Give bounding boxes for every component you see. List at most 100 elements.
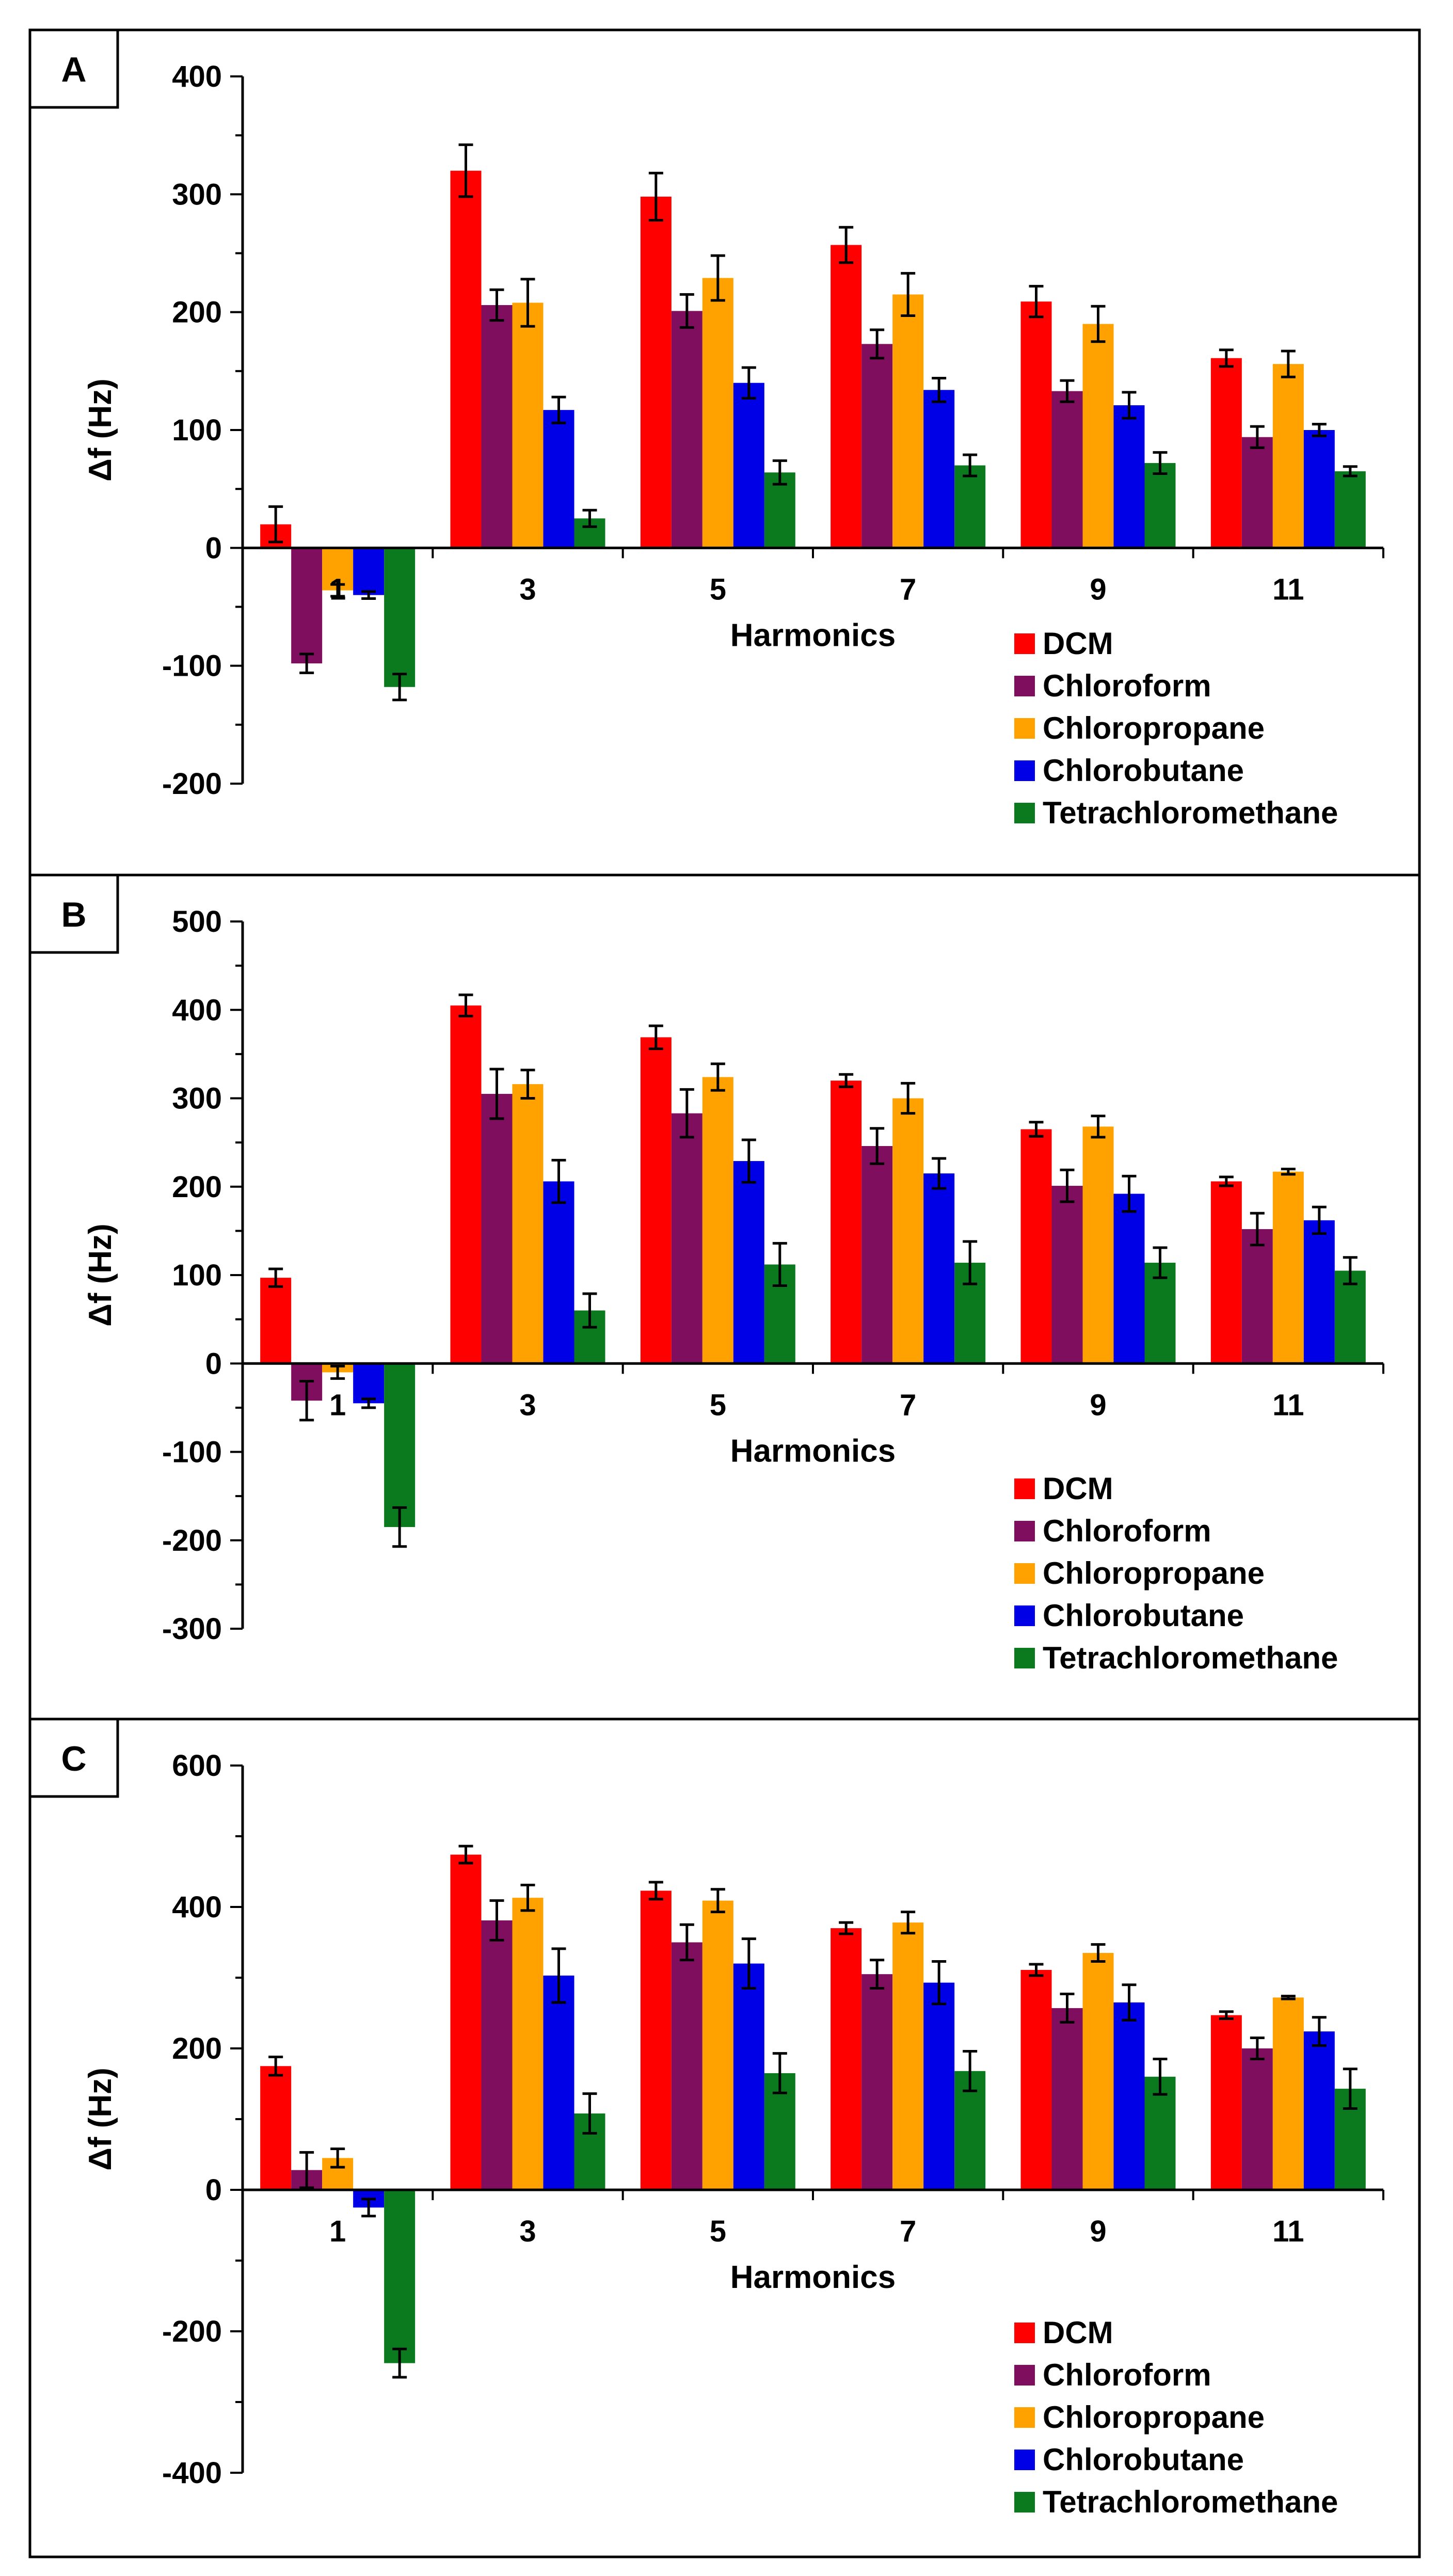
y-tick-label: 600 xyxy=(172,1749,222,1783)
legend-swatch-dcm xyxy=(1014,633,1035,654)
legend-label-chlorobutane: Chlorobutane xyxy=(1043,1598,1244,1633)
panel-c: C -400 -200 0 200 400 600 1 3 5 7 9 11 Harmonics Δf (H… xyxy=(28,1718,1419,2519)
legend-label-chloropropane: Chloropropane xyxy=(1043,1556,1265,1591)
bar-tetrachloromethane-h9 xyxy=(1144,1263,1176,1364)
legend-swatch-chloroform xyxy=(1014,2365,1035,2386)
bar-chloroform-h11 xyxy=(1241,1229,1273,1364)
x-axis-title: Harmonics xyxy=(730,617,896,653)
bar-chlorobutane-h3 xyxy=(543,1181,574,1364)
y-tick-label: -300 xyxy=(162,1612,222,1646)
panel-a: A -200 -100 0 100 200 300 400 1 3 5 7 9 11 Harmonics Δf… xyxy=(28,28,1384,830)
legend-swatch-dcm xyxy=(1014,2323,1035,2343)
y-tick-label: 100 xyxy=(172,1259,222,1292)
x-tick-label: 11 xyxy=(1272,2215,1304,2248)
x-tick-label: 5 xyxy=(710,1388,726,1422)
bar-dcm-h7 xyxy=(831,1928,862,2190)
legend-label-dcm: DCM xyxy=(1043,626,1113,661)
bar-dcm-h5 xyxy=(640,1890,672,2190)
x-tick-label: 9 xyxy=(1090,1388,1106,1422)
legend-swatch-dcm xyxy=(1014,1478,1035,1499)
legend-label-chloroform: Chloroform xyxy=(1043,669,1211,703)
legend: DCM Chloroform Chloropropane Chlorobutane Te… xyxy=(1014,1471,1338,1675)
bar-chloroform-h5 xyxy=(671,1113,702,1364)
y-tick-label: -100 xyxy=(162,1436,222,1469)
bar-dcm-h5 xyxy=(640,196,672,548)
bar-chloroform-h7 xyxy=(861,1974,893,2190)
y-axis-title: Δf (Hz) xyxy=(83,378,118,482)
bar-dcm-h3 xyxy=(450,1005,482,1364)
legend-swatch-chloroform xyxy=(1014,1521,1035,1541)
bar-chloropropane-h5 xyxy=(702,1900,733,2190)
bar-dcm-h3 xyxy=(450,170,482,548)
x-tick-label: 3 xyxy=(519,1388,536,1422)
legend-swatch-chlorobutane xyxy=(1014,760,1035,781)
bar-chloropropane-h5 xyxy=(702,278,733,548)
bar-chlorobutane-h7 xyxy=(923,1982,955,2190)
y-tick-label: 200 xyxy=(172,2032,222,2065)
legend-label-dcm: DCM xyxy=(1043,2315,1113,2350)
bar-tetrachloromethane-h7 xyxy=(954,465,986,548)
legend-swatch-tetrachloromethane xyxy=(1014,2492,1035,2513)
y-tick-label: 300 xyxy=(172,1082,222,1116)
bar-chloroform-h1 xyxy=(291,548,323,664)
bar-dcm-h11 xyxy=(1210,2015,1242,2190)
legend-label-chloroform: Chloroform xyxy=(1043,1514,1211,1548)
legend: DCM Chloroform Chloropropane Chlorobutane Te… xyxy=(1014,2315,1338,2519)
legend-swatch-chloropropane xyxy=(1014,718,1035,739)
bar-chlorobutane-h9 xyxy=(1113,1194,1145,1364)
bar-dcm-h5 xyxy=(640,1037,672,1364)
legend-label-chlorobutane: Chlorobutane xyxy=(1043,753,1244,788)
y-tick-label: 400 xyxy=(172,993,222,1027)
bar-chlorobutane-h5 xyxy=(733,383,764,548)
y-axis-title: Δf (Hz) xyxy=(83,1223,118,1327)
bar-chloroform-h11 xyxy=(1241,2048,1273,2190)
y-tick-label: -200 xyxy=(162,2315,222,2348)
bar-chloropropane-h9 xyxy=(1082,1126,1114,1364)
bar-chlorobutane-h9 xyxy=(1113,2002,1145,2190)
bar-chlorobutane-h9 xyxy=(1113,405,1145,548)
bar-chlorobutane-h3 xyxy=(543,410,574,548)
x-tick-label: 1 xyxy=(329,1388,346,1422)
x-tick-label: 1 xyxy=(329,2215,346,2248)
bar-chloroform-h3 xyxy=(481,1920,513,2190)
bar-chloropropane-h7 xyxy=(892,1922,924,2190)
legend-label-tetrachloromethane: Tetrachloromethane xyxy=(1043,1641,1338,1675)
legend-swatch-chlorobutane xyxy=(1014,1605,1035,1626)
y-tick-label: 300 xyxy=(172,178,222,211)
x-axis-title: Harmonics xyxy=(730,1433,896,1469)
x-tick-label: 7 xyxy=(900,573,916,606)
legend-label-tetrachloromethane: Tetrachloromethane xyxy=(1043,796,1338,830)
legend-label-dcm: DCM xyxy=(1043,1471,1113,1506)
legend-label-tetrachloromethane: Tetrachloromethane xyxy=(1043,2485,1338,2519)
x-tick-label: 7 xyxy=(900,1388,916,1422)
panel-label-box xyxy=(28,873,119,954)
bar-dcm-h9 xyxy=(1020,1129,1052,1364)
bar-tetrachloromethane-h11 xyxy=(1334,471,1366,548)
bar-chlorobutane-h11 xyxy=(1303,430,1335,548)
y-tick-label: 0 xyxy=(205,531,222,565)
bar-tetrachloromethane-h1 xyxy=(384,548,416,687)
y-tick-label: 200 xyxy=(172,296,222,329)
y-tick-label: 400 xyxy=(172,60,222,93)
legend-swatch-chlorobutane xyxy=(1014,2450,1035,2470)
panel-label-box xyxy=(28,28,119,109)
bar-chloropropane-h9 xyxy=(1082,1953,1114,2190)
x-tick-label: 9 xyxy=(1090,2215,1106,2248)
y-tick-label: 100 xyxy=(172,414,222,447)
bar-chloropropane-h11 xyxy=(1272,1171,1304,1364)
bar-chloropropane-h7 xyxy=(892,294,924,548)
bar-chloroform-h7 xyxy=(861,1146,893,1364)
bar-dcm-h9 xyxy=(1020,1969,1052,2190)
y-tick-label: 200 xyxy=(172,1170,222,1204)
bar-chlorobutane-h7 xyxy=(923,1173,955,1364)
bar-chlorobutane-h11 xyxy=(1303,2031,1335,2190)
bar-tetrachloromethane-h1 xyxy=(384,1363,416,1528)
bar-chloropropane-h7 xyxy=(892,1098,924,1364)
bar-chloroform-h11 xyxy=(1241,437,1273,548)
x-tick-label: 1 xyxy=(329,573,346,606)
legend-swatch-chloropropane xyxy=(1014,2407,1035,2428)
bar-chloropropane-h9 xyxy=(1082,324,1114,548)
bar-dcm-h11 xyxy=(1210,1181,1242,1364)
bars xyxy=(260,143,1366,702)
